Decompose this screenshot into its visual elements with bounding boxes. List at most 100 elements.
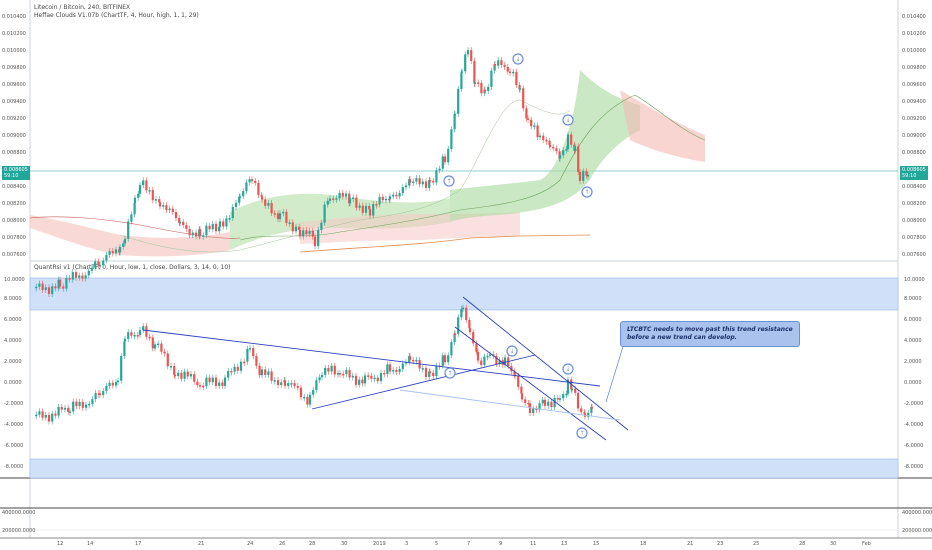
candle-body	[464, 54, 467, 72]
candle-body	[105, 254, 108, 261]
candle-body	[198, 385, 202, 387]
candle-body	[276, 213, 280, 220]
candle-body	[133, 335, 136, 337]
candle-body	[142, 326, 145, 331]
candle-body	[556, 397, 559, 400]
candle-body	[208, 377, 211, 383]
candle-body	[421, 181, 424, 185]
candle-body	[363, 375, 367, 384]
candle-body	[183, 371, 186, 379]
candle-body	[336, 373, 340, 375]
candle-body	[51, 413, 54, 422]
candle-body	[530, 119, 533, 127]
candle-body	[550, 401, 553, 407]
candle-body	[466, 50, 470, 55]
candle-body	[488, 354, 492, 356]
rsi-tick: 4.0000	[4, 338, 22, 344]
time-tick: 21	[687, 541, 694, 547]
candle-body	[573, 146, 577, 151]
candle-body	[358, 379, 361, 385]
candle-body	[78, 401, 81, 407]
candle-body	[477, 82, 480, 84]
candle-body	[194, 232, 198, 237]
candle-body	[94, 393, 97, 400]
time-tick: 26	[279, 541, 286, 547]
price-candles	[35, 47, 590, 298]
candle-body	[553, 397, 556, 407]
candle-body	[173, 374, 177, 377]
candle-body	[500, 60, 503, 66]
candle-body	[123, 238, 127, 244]
candle-body	[118, 246, 122, 253]
svg-text:↓: ↓	[509, 348, 514, 355]
candle-body	[348, 198, 352, 204]
candle-body	[218, 226, 221, 232]
candle-body	[518, 88, 522, 90]
candle-body	[211, 377, 214, 383]
price-tick: 0.009400	[2, 99, 26, 105]
price-tick: 0.007600	[2, 252, 26, 258]
candle-body	[260, 369, 264, 376]
candle-body	[585, 171, 588, 176]
candle-body	[515, 71, 518, 86]
candle-body	[330, 365, 333, 372]
candle-body	[565, 149, 568, 151]
price-tick-right: 0.010200	[902, 31, 926, 37]
candle-body	[35, 286, 38, 289]
candle-body	[428, 180, 432, 182]
candle-body	[415, 178, 418, 182]
candle-body	[120, 355, 123, 381]
candle-body	[453, 333, 456, 343]
candle-body	[526, 118, 530, 120]
candle-body	[522, 88, 525, 109]
candle-body	[248, 179, 251, 183]
signal-markers	[443, 53, 593, 439]
candle-body	[493, 64, 496, 71]
candle-body	[130, 332, 133, 336]
trend-annotation[interactable]: LTCBTC needs to move past this trend res…	[620, 321, 800, 347]
candle-body	[465, 307, 468, 320]
candle-body	[503, 357, 507, 365]
candle-body	[245, 182, 248, 192]
candle-body	[333, 365, 336, 375]
rsi-upper-band	[29, 277, 899, 311]
candle-body	[401, 187, 404, 194]
annotation-line-1: LTCBTC needs to move past this trend res…	[627, 326, 793, 333]
rsi-tick-right: 10.0000	[904, 277, 925, 283]
candle-body	[538, 135, 542, 138]
candle-body	[68, 277, 71, 280]
candle-body	[392, 194, 395, 197]
rsi-tick-right: -8.0000	[904, 464, 924, 470]
indicator-label-clouds: Heffae Clouds V1.07b (ChartTF, 4, Hour, …	[34, 12, 199, 19]
rsi-tick: 10.0000	[4, 277, 25, 283]
candle-body	[480, 82, 483, 94]
candle-body	[278, 213, 282, 220]
candle-body	[525, 108, 528, 119]
price-tick: 0.009800	[2, 65, 26, 71]
rsi-tick-right: 4.0000	[904, 338, 922, 344]
candle-body	[91, 399, 94, 404]
candle-body	[180, 372, 183, 379]
candle-body	[590, 406, 594, 409]
candle-body	[538, 403, 541, 410]
volume-tick-2-right: 200000.0000	[902, 528, 932, 534]
rsi-candles	[35, 304, 594, 425]
candle-body	[287, 383, 290, 386]
candle-body	[293, 383, 296, 387]
price-tick: 0.010200	[2, 31, 26, 37]
candle-body	[562, 394, 565, 399]
candle-body	[98, 393, 102, 396]
candle-body	[282, 211, 285, 214]
candle-body	[432, 180, 435, 183]
candle-body	[123, 338, 127, 342]
candle-body	[75, 401, 78, 407]
candle-body	[280, 382, 283, 386]
time-tick: 30	[830, 541, 837, 547]
price-tick: 0.008400	[2, 184, 26, 190]
candle-body	[355, 197, 358, 208]
time-tick: 30	[341, 541, 348, 547]
candle-body	[221, 382, 224, 386]
candle-body	[493, 64, 497, 66]
candle-body	[252, 348, 255, 357]
